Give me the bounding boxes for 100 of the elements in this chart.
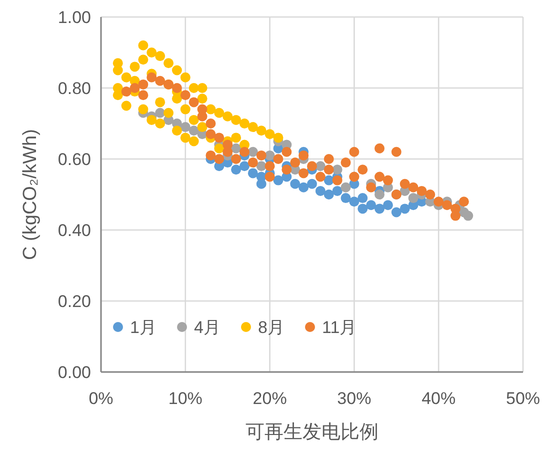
point bbox=[315, 172, 326, 182]
point bbox=[155, 108, 166, 118]
point bbox=[146, 48, 157, 58]
point bbox=[248, 122, 258, 132]
point bbox=[164, 58, 174, 68]
y-tick-label: 0.60 bbox=[58, 150, 91, 169]
point bbox=[239, 146, 250, 157]
point bbox=[450, 210, 460, 221]
x-tick-label: 20% bbox=[252, 389, 287, 408]
point bbox=[349, 196, 360, 207]
point bbox=[340, 182, 351, 192]
point bbox=[214, 108, 224, 118]
point bbox=[155, 76, 166, 86]
legend-label: 1月 bbox=[130, 318, 156, 337]
point bbox=[214, 154, 224, 164]
point bbox=[298, 168, 309, 178]
point bbox=[349, 146, 360, 157]
point bbox=[121, 86, 132, 97]
point bbox=[366, 182, 376, 192]
point bbox=[231, 164, 242, 175]
point bbox=[197, 111, 208, 122]
point bbox=[408, 193, 418, 204]
point bbox=[121, 100, 132, 111]
point bbox=[155, 118, 166, 128]
point bbox=[358, 164, 368, 175]
point bbox=[188, 114, 199, 125]
point bbox=[374, 143, 385, 154]
point bbox=[180, 132, 190, 143]
point bbox=[264, 150, 275, 160]
point bbox=[340, 158, 351, 168]
point bbox=[264, 129, 275, 140]
point bbox=[400, 204, 410, 214]
point bbox=[239, 118, 250, 128]
y-tick-label: 0.80 bbox=[58, 79, 91, 98]
point bbox=[138, 54, 148, 65]
point bbox=[121, 72, 132, 82]
point bbox=[172, 83, 182, 93]
point bbox=[463, 210, 474, 221]
point bbox=[400, 178, 410, 189]
point bbox=[382, 175, 393, 186]
point bbox=[298, 182, 309, 192]
point bbox=[425, 190, 436, 200]
legend-label: 8月 bbox=[258, 318, 284, 337]
point bbox=[214, 132, 224, 143]
point bbox=[391, 146, 402, 157]
point bbox=[264, 172, 275, 182]
point bbox=[358, 204, 368, 214]
point bbox=[112, 90, 123, 100]
point bbox=[197, 83, 208, 93]
point bbox=[138, 79, 148, 90]
legend-label: 11月 bbox=[322, 318, 357, 337]
point bbox=[138, 104, 148, 114]
point bbox=[332, 175, 342, 186]
point bbox=[146, 72, 157, 82]
point bbox=[434, 196, 444, 207]
y-tick-label: 0.40 bbox=[58, 221, 91, 240]
point bbox=[324, 164, 334, 175]
point bbox=[374, 172, 385, 182]
x-tick-label: 50% bbox=[506, 389, 540, 408]
point bbox=[138, 40, 148, 50]
point bbox=[332, 164, 342, 175]
x-tick-label: 30% bbox=[337, 389, 372, 408]
point bbox=[231, 154, 242, 164]
point bbox=[416, 186, 427, 196]
x-tick-label: 40% bbox=[422, 389, 456, 408]
point bbox=[374, 204, 385, 214]
point bbox=[155, 97, 166, 108]
point bbox=[112, 65, 123, 76]
point bbox=[206, 129, 216, 140]
point bbox=[458, 196, 469, 207]
y-tick-label: 1.00 bbox=[58, 8, 91, 27]
point bbox=[256, 126, 266, 136]
y-tick-label: 0.00 bbox=[58, 363, 91, 382]
point bbox=[248, 168, 258, 178]
point bbox=[164, 108, 174, 118]
point bbox=[206, 150, 216, 160]
point bbox=[197, 94, 208, 104]
point bbox=[374, 190, 385, 200]
point bbox=[180, 72, 190, 82]
point bbox=[273, 154, 284, 164]
point bbox=[222, 146, 233, 157]
point bbox=[340, 193, 351, 204]
point bbox=[188, 83, 199, 93]
point bbox=[239, 161, 250, 172]
point bbox=[180, 104, 190, 114]
point bbox=[324, 154, 334, 164]
point bbox=[180, 90, 190, 100]
point bbox=[282, 146, 292, 157]
point bbox=[188, 97, 199, 108]
point bbox=[408, 182, 418, 192]
legend-label: 4月 bbox=[194, 318, 220, 337]
point bbox=[366, 200, 376, 210]
point bbox=[273, 132, 284, 143]
y-axis-title: C (kgCO₂/kWh) bbox=[20, 129, 41, 260]
point bbox=[188, 126, 199, 136]
point bbox=[146, 114, 157, 125]
point bbox=[307, 178, 317, 189]
point bbox=[290, 178, 300, 189]
point bbox=[130, 83, 140, 93]
point bbox=[197, 122, 208, 132]
